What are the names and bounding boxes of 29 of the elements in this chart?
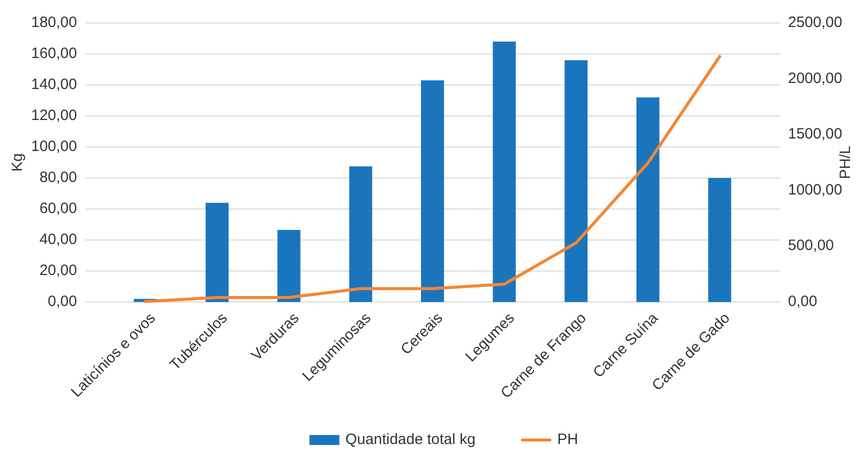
y-tick-label: 80,00 — [39, 168, 77, 186]
y-tick-label: 20,00 — [39, 262, 77, 279]
y2-axis-title: PH/L — [837, 146, 854, 180]
y2-tick-label: 1000,00 — [788, 181, 842, 198]
y2-tick-label: 2000,00 — [788, 70, 842, 87]
y2-tick-label: 500,00 — [788, 237, 834, 254]
y-tick-label: 180,00 — [31, 14, 77, 31]
y-tick-label: 0,00 — [48, 292, 77, 310]
bar — [421, 80, 444, 302]
bar — [636, 97, 660, 302]
y-tick-label: 100,00 — [31, 138, 77, 155]
bar — [708, 178, 732, 302]
y-tick-label: 120,00 — [31, 106, 77, 124]
bar — [277, 230, 300, 302]
legend-label: Quantidade total kg — [345, 430, 476, 448]
y2-tick-label: 1500,00 — [788, 126, 842, 143]
line-series — [144, 54, 722, 303]
bar — [206, 202, 229, 302]
legend-label: PH — [557, 430, 578, 448]
y-tick-label: 140,00 — [31, 76, 77, 93]
y-tick-label: 40,00 — [39, 230, 77, 248]
y-tick-label: 160,00 — [31, 44, 77, 62]
y-axis-title: Kg — [9, 153, 26, 172]
y2-tick-label: 0,00 — [788, 292, 818, 310]
bar — [564, 60, 588, 302]
bar — [492, 42, 516, 302]
y2-tick-label: 2500,00 — [788, 14, 842, 31]
bar — [349, 166, 372, 302]
y-tick-label: 60,00 — [39, 200, 77, 217]
